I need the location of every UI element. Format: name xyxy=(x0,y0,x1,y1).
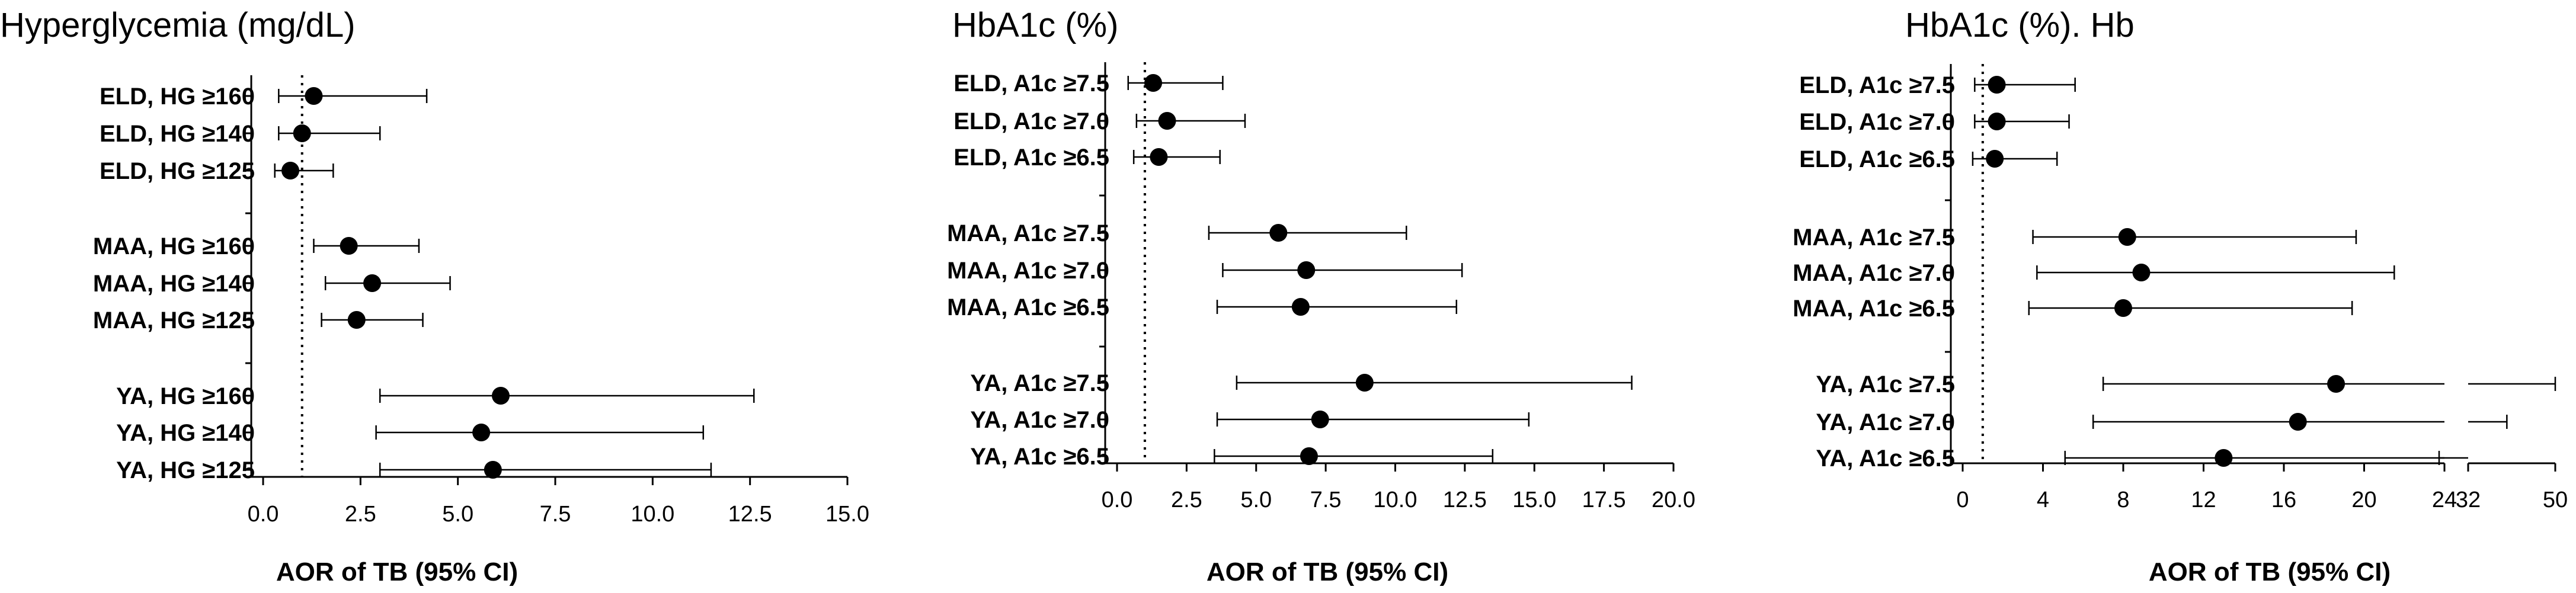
aor-point xyxy=(1986,150,2004,168)
category-label: ELD, A1c ≥7.0 xyxy=(1799,109,1955,135)
x-tick-label: 5.0 xyxy=(442,502,473,527)
category-label: YA, A1c ≥7.5 xyxy=(1816,371,1955,398)
x-tick-label: 8 xyxy=(2117,488,2129,512)
x-tick-label: 24 xyxy=(2432,488,2457,512)
x-tick-label: 15.0 xyxy=(825,502,869,527)
x-tick-label: 0.0 xyxy=(1102,488,1133,512)
aor-point xyxy=(2118,228,2136,246)
x-tick-label: 5.0 xyxy=(1240,488,1272,512)
category-label: YA, A1c ≥7.5 xyxy=(970,370,1109,396)
aor-point xyxy=(293,124,311,142)
category-label: YA, HG ≥125 xyxy=(116,457,255,483)
aor-point xyxy=(1269,224,1288,242)
aor-point xyxy=(1150,148,1168,166)
category-label: MAA, A1c ≥7.0 xyxy=(947,258,1109,284)
aor-point xyxy=(1158,112,1176,130)
category-label: MAA, A1c ≥7.5 xyxy=(1793,225,1955,251)
aor-point xyxy=(1297,261,1316,279)
aor-point xyxy=(472,424,491,441)
panel-1: 0.0 2.5 5.0 7.5 10.0 12.5 15.0 ELD, HG ≥160 ELD,… xyxy=(93,75,869,527)
x-tick-label: 2.5 xyxy=(345,502,376,527)
aor-point xyxy=(1355,374,1374,392)
category-label: MAA, A1c ≥6.5 xyxy=(1793,296,1955,322)
aor-point xyxy=(340,237,358,255)
category-label: ELD, A1c ≥6.5 xyxy=(1799,146,1955,172)
x-tick-label: 15.0 xyxy=(1512,488,1556,512)
panel-3-title: HbA1c (%). Hb xyxy=(1905,6,2135,44)
panel-3-x-axis-label: AOR of TB (95% CI) xyxy=(2149,557,2391,586)
aor-point xyxy=(1311,411,1329,428)
category-label: YA, A1c ≥7.0 xyxy=(1816,409,1955,435)
aor-point xyxy=(484,461,502,479)
panel-2: 0.0 2.5 5.0 7.5 10.0 12.5 15.0 17.5 20.0 ELD, A1c… xyxy=(947,62,1695,512)
x-tick-label: 7.5 xyxy=(540,502,571,527)
panel-1-x-axis-label: AOR of TB (95% CI) xyxy=(276,557,518,586)
category-label: ELD, HG ≥140 xyxy=(100,121,255,147)
x-tick-label: 16 xyxy=(2271,488,2296,512)
category-label: ELD, HG ≥160 xyxy=(100,84,255,110)
category-label: MAA, HG ≥140 xyxy=(93,271,255,297)
panel-1-title: Hyperglycemia (mg/dL) xyxy=(0,6,356,44)
category-label: YA, A1c ≥6.5 xyxy=(970,444,1109,470)
aor-point xyxy=(2327,375,2345,393)
category-label: ELD, A1c ≥7.0 xyxy=(953,108,1109,134)
category-label: ELD, HG ≥125 xyxy=(100,158,255,184)
x-tick-label: 12.5 xyxy=(728,502,772,527)
panel-2-title: HbA1c (%) xyxy=(952,6,1118,44)
x-tick-label: 0.0 xyxy=(248,502,279,527)
category-label: YA, A1c ≥7.0 xyxy=(970,407,1109,433)
aor-point xyxy=(1144,74,1163,92)
x-tick-label: 10.0 xyxy=(631,502,674,527)
aor-point xyxy=(281,162,300,179)
aor-point xyxy=(1300,447,1318,465)
aor-point xyxy=(2132,264,2151,281)
x-tick-label: 12.5 xyxy=(1443,488,1487,512)
aor-point xyxy=(2289,413,2307,431)
aor-point xyxy=(347,311,366,329)
panel-2-x-axis-label: AOR of TB (95% CI) xyxy=(1207,557,1448,586)
x-tick-label: 50 xyxy=(2543,488,2568,512)
x-tick-label: 10.0 xyxy=(1374,488,1417,512)
x-tick-label: 0 xyxy=(1956,488,1969,512)
x-tick-label: 12 xyxy=(2191,488,2216,512)
category-label: MAA, HG ≥125 xyxy=(93,307,255,334)
aor-point xyxy=(2114,299,2132,317)
aor-point xyxy=(1988,76,2006,94)
aor-point xyxy=(363,274,382,292)
category-label: ELD, A1c ≥6.5 xyxy=(953,145,1109,171)
aor-point xyxy=(2215,449,2233,467)
category-label: YA, HG ≥160 xyxy=(116,383,255,409)
aor-point xyxy=(1291,298,1310,316)
category-label: YA, A1c ≥6.5 xyxy=(1816,445,1955,472)
aor-point xyxy=(1988,113,2006,130)
category-label: MAA, A1c ≥6.5 xyxy=(947,294,1109,320)
x-tick-label: 32 xyxy=(2456,488,2481,512)
x-tick-label: 7.5 xyxy=(1310,488,1342,512)
x-tick-label: 20 xyxy=(2351,488,2376,512)
category-label: MAA, A1c ≥7.0 xyxy=(1793,260,1955,286)
x-tick-label: 17.5 xyxy=(1582,488,1626,512)
category-label: YA, HG ≥140 xyxy=(116,420,255,446)
category-label: ELD, A1c ≥7.5 xyxy=(953,70,1109,97)
aor-point xyxy=(491,387,510,405)
x-tick-label: 20.0 xyxy=(1652,488,1695,512)
x-tick-label: 2.5 xyxy=(1171,488,1202,512)
aor-point xyxy=(305,87,323,105)
x-tick-label: 4 xyxy=(2037,488,2049,512)
category-label: MAA, HG ≥160 xyxy=(93,233,255,259)
category-label: MAA, A1c ≥7.5 xyxy=(947,220,1109,246)
category-label: ELD, A1c ≥7.5 xyxy=(1799,72,1955,98)
